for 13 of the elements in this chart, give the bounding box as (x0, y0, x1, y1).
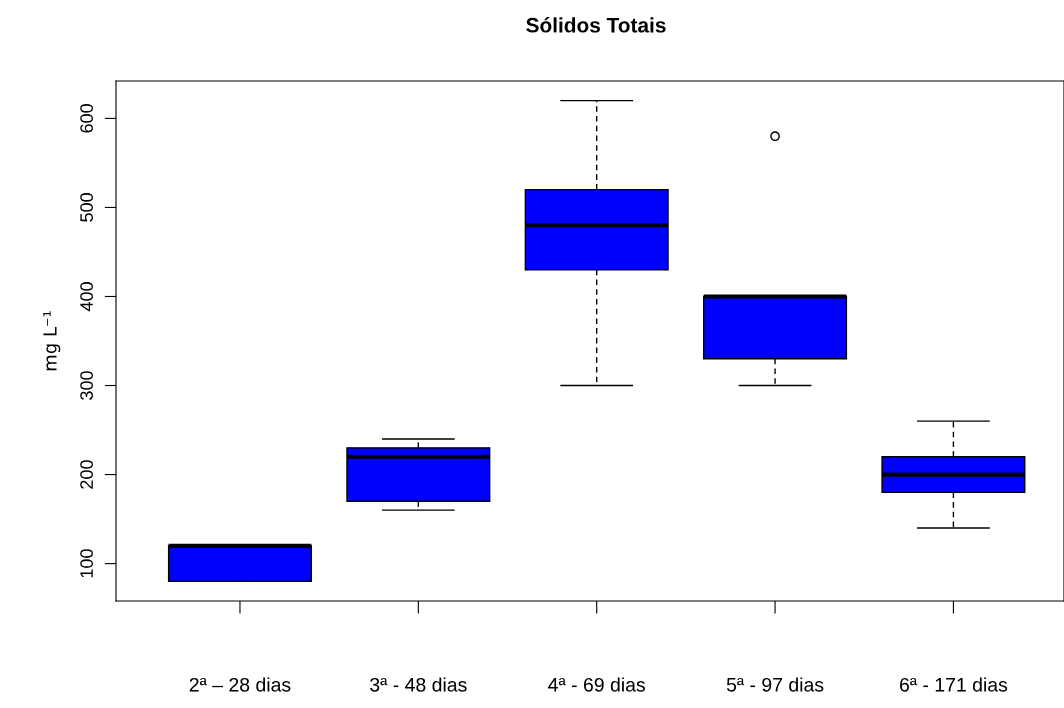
x-tick-label: 4ª - 69 dias (548, 677, 645, 692)
x-tick-label: 3ª - 48 dias (370, 677, 467, 692)
y-tick-label: 400 (80, 282, 93, 312)
chart-title: Sólidos Totais (526, 17, 666, 33)
x-tick-label: 2ª – 28 dias (189, 677, 291, 692)
y-tick-label: 600 (80, 104, 93, 133)
y-axis-title: mg L⁻¹ (43, 311, 61, 371)
y-tick-label: 200 (80, 460, 93, 489)
x-tick-label: 6ª - 171 dias (900, 677, 1008, 692)
y-tick-label: 100 (80, 549, 93, 578)
x-tick-label: 5ª - 97 dias (726, 677, 824, 692)
y-tick-label: 300 (80, 371, 93, 400)
y-tick-label: 500 (80, 193, 93, 222)
